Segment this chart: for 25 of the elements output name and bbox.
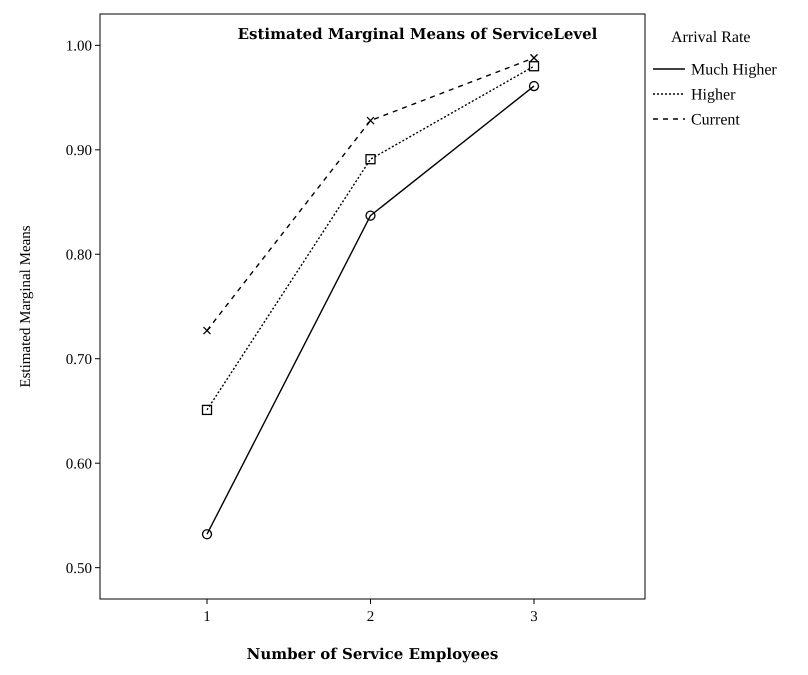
legend-label: Higher [691, 86, 736, 104]
legend-label: Much Higher [691, 62, 778, 79]
point [365, 210, 376, 221]
y-tick-label: 0.60 [66, 456, 92, 472]
point [530, 54, 538, 62]
legend-title: Arrival Rate [671, 29, 751, 46]
y-tick-label: 0.90 [66, 143, 92, 160]
text: Estimated Marginal Means of ServiceLevel [238, 25, 598, 43]
x-tick-label: 2 [366, 609, 374, 625]
point [202, 529, 212, 540]
legend-label: Current [691, 112, 740, 129]
point [202, 326, 212, 335]
point [202, 404, 212, 416]
y-tick-label: 0.50 [66, 560, 92, 577]
x-axis-title: Number of Service Employees [246, 645, 498, 663]
point [528, 61, 540, 72]
point [528, 80, 540, 92]
point [365, 154, 376, 164]
y-tick-label: 0.80 [66, 248, 92, 264]
x-tick-label: 1 [203, 609, 211, 625]
y-tick-label: 0.70 [66, 352, 92, 368]
y-tick-label: 1.00 [66, 38, 92, 55]
x-tick-label: 3 [530, 609, 538, 625]
y-axis-title: Estimated Marginal Means [18, 225, 34, 388]
point [366, 116, 375, 125]
